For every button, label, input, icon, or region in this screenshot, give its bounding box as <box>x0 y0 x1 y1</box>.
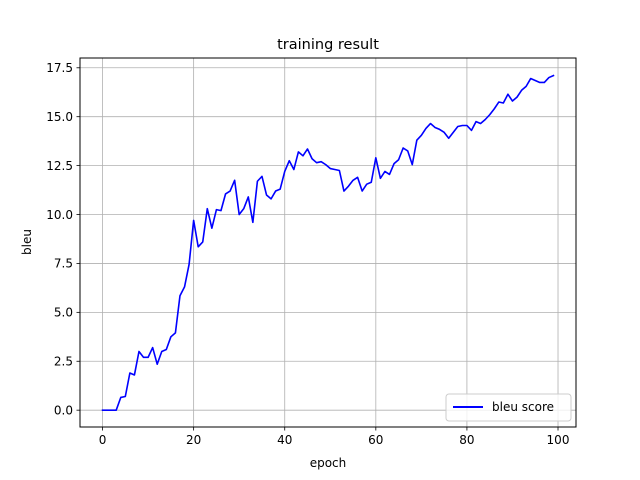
x-tick-label: 60 <box>368 433 383 447</box>
x-tick-label: 20 <box>186 433 201 447</box>
grid-lines <box>80 58 576 427</box>
axis-ticks: 0 20 40 60 80 100 0.0 2.5 5.0 7.5 10.0 12.5 15.0 17.5 <box>46 61 569 447</box>
y-tick-label: 2.5 <box>54 355 73 369</box>
legend: bleu score <box>445 393 572 422</box>
x-tick-label: 0 <box>99 433 107 447</box>
x-tick-label: 80 <box>459 433 474 447</box>
x-tick-label: 100 <box>547 433 570 447</box>
legend-box <box>445 393 572 422</box>
y-axis-label: bleu <box>20 229 34 255</box>
y-tick-label: 12.5 <box>46 159 73 173</box>
x-tick-label: 40 <box>277 433 292 447</box>
y-tick-label: 5.0 <box>54 306 73 320</box>
y-tick-label: 0.0 <box>54 403 73 417</box>
y-tick-label: 17.5 <box>46 61 73 75</box>
y-tick-label: 10.0 <box>46 208 73 222</box>
chart-title: training result <box>277 37 379 53</box>
plot-series <box>101 74 555 411</box>
y-tick-label: 7.5 <box>54 257 73 271</box>
series-line-bleu-score <box>101 74 555 411</box>
plot-area-frame <box>79 57 577 428</box>
legend-label-bleu-score: bleu score <box>492 400 554 414</box>
x-axis-label: epoch <box>310 456 347 470</box>
y-tick-label: 15.0 <box>46 110 73 124</box>
